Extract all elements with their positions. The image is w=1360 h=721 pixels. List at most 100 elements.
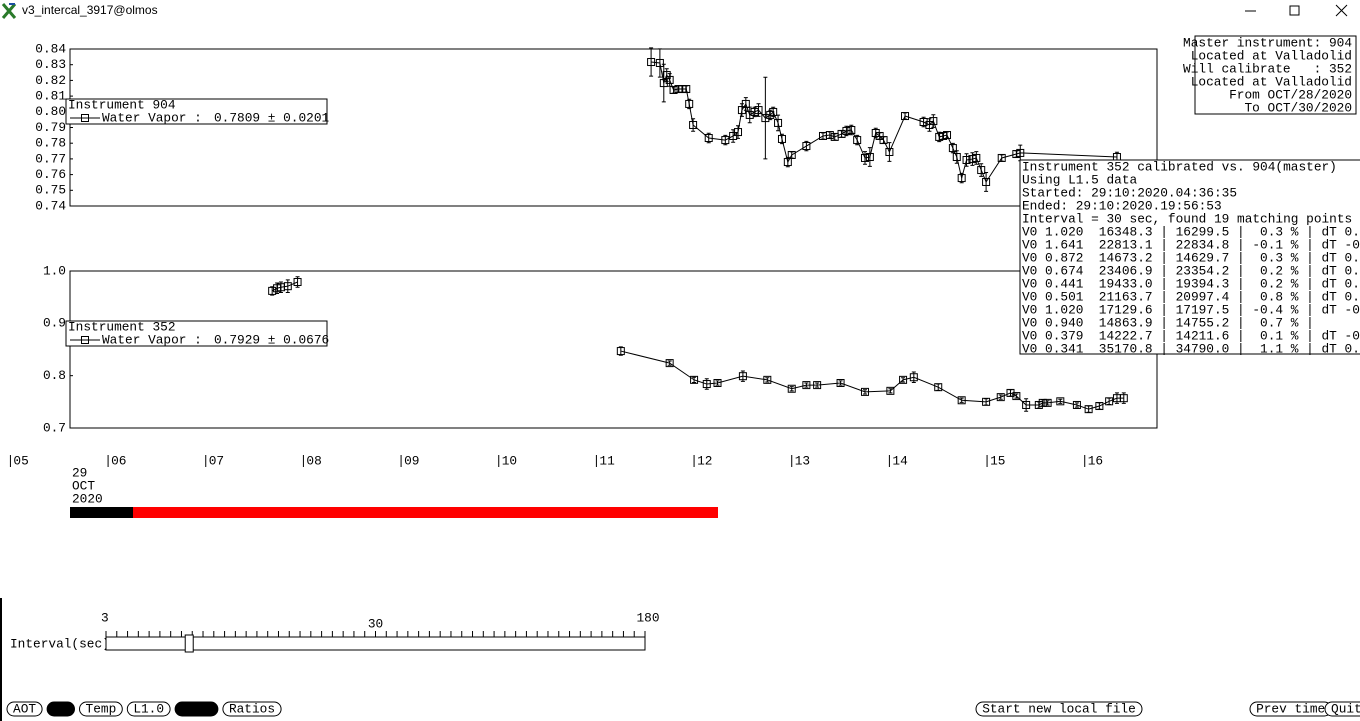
calibration-line: V0 0.940 14863.9 | 14755.2 | 0.7 % |	[1022, 315, 1314, 330]
data-point	[293, 277, 302, 286]
error-bar	[862, 151, 867, 165]
button[interactable]	[174, 701, 219, 717]
time-tick-label: 09	[404, 453, 419, 468]
data-point	[763, 375, 772, 384]
button[interactable]	[46, 701, 75, 717]
error-bar	[1058, 398, 1063, 404]
data-point	[787, 150, 796, 159]
error-bar	[1014, 393, 1019, 399]
data-point	[616, 347, 625, 356]
y-tick-label: 0.9	[43, 316, 66, 331]
y-tick-label: 0.80	[35, 104, 66, 119]
legend-marker	[81, 114, 89, 122]
y-tick-label: 1.0	[43, 263, 66, 278]
button[interactable]	[975, 701, 1143, 717]
button-label[interactable]: Temp	[86, 701, 117, 716]
app-icon	[1, 3, 17, 19]
progress-bar	[133, 507, 718, 518]
data-point	[721, 136, 730, 145]
data-point	[962, 155, 971, 164]
info-line: Will calibrate : 352	[1183, 61, 1352, 76]
calibration-line: V0 0.872 14673.2 | 14629.7 | 0.3 % | dT …	[1022, 250, 1360, 265]
time-tick-label: 05	[13, 453, 28, 468]
data-point	[745, 110, 754, 119]
error-bar	[888, 388, 893, 394]
calibration-line: Interval = 30 sec, found 19 matching poi…	[1022, 211, 1352, 226]
button-label[interactable]: AOT	[13, 701, 36, 716]
slider-min: 3	[101, 610, 109, 625]
data-point	[734, 128, 743, 137]
data-point	[662, 71, 671, 80]
data-point	[860, 153, 869, 162]
error-bar	[736, 125, 741, 139]
legend-stat: 0.7809 ± 0.0201	[214, 110, 330, 125]
legend-box	[65, 320, 328, 347]
time-tick-label: 13	[795, 453, 810, 468]
error-bar	[862, 389, 867, 395]
legend-marker	[81, 336, 89, 344]
error-bar	[1074, 402, 1079, 408]
y-tick-label: 0.84	[35, 41, 66, 56]
error-bar	[765, 377, 770, 383]
data-point	[865, 153, 874, 162]
error-bar	[667, 360, 672, 366]
error-bar	[998, 394, 1003, 400]
button-label[interactable]: L1.5	[181, 701, 212, 716]
data-point	[738, 372, 747, 381]
data-point	[802, 142, 811, 151]
date-label: 2020	[72, 491, 103, 506]
info-line: Located at Valladolid	[1191, 48, 1352, 63]
button-label[interactable]: L1.0	[133, 701, 164, 716]
time-tick-label: 11	[599, 453, 615, 468]
error-bar	[715, 380, 720, 386]
data-point	[886, 386, 895, 395]
button-label[interactable]: Prev time	[1256, 701, 1325, 716]
button[interactable]	[1324, 701, 1360, 717]
button-label[interactable]: WV	[53, 701, 69, 716]
button[interactable]	[222, 701, 282, 717]
calibration-line: V0 1.020 17129.6 | 17197.5 | -0.4 % | dT…	[1022, 302, 1360, 317]
error-bar	[974, 151, 979, 165]
data-point	[713, 378, 722, 387]
data-point	[1095, 402, 1104, 411]
button-label[interactable]: Start new local file	[982, 701, 1136, 716]
maximize-button[interactable]	[1289, 5, 1300, 16]
data-point	[943, 131, 952, 140]
data-point	[655, 58, 664, 67]
y-tick-label: 0.7	[43, 420, 66, 435]
error-bar	[959, 397, 964, 403]
error-bar	[664, 68, 669, 82]
data-point	[1016, 148, 1025, 157]
data-point	[957, 396, 966, 405]
time-tick-label: 07	[209, 453, 224, 468]
button-label[interactable]: Ratios	[229, 701, 275, 716]
time-tick-label: 08	[306, 453, 321, 468]
error-bar	[743, 97, 748, 111]
data-point	[741, 99, 750, 108]
data-point	[769, 107, 778, 116]
calibration-line: V0 1.641 22813.1 | 22834.8 | -0.1 % | dT…	[1022, 237, 1360, 252]
error-bar	[804, 382, 809, 388]
data-point	[777, 134, 786, 143]
close-button[interactable]	[1335, 4, 1348, 17]
button[interactable]	[6, 701, 43, 717]
data-point	[934, 383, 943, 392]
button[interactable]	[79, 701, 123, 717]
error-bar	[789, 386, 794, 392]
button-label[interactable]: Quit	[1331, 701, 1360, 716]
calibration-box	[1019, 159, 1360, 355]
slider-thumb[interactable]	[184, 634, 194, 653]
legend-label: Water Vapor :	[102, 332, 202, 347]
error-bar	[763, 76, 768, 160]
error-bar	[756, 103, 761, 117]
data-point	[1012, 392, 1021, 401]
button[interactable]	[126, 701, 171, 717]
data-point	[982, 177, 991, 186]
y-tick-label: 0.8	[43, 368, 66, 383]
slider-label: Interval(sec)	[10, 636, 110, 651]
error-bar	[979, 163, 984, 177]
date-label: OCT	[72, 478, 95, 493]
y-tick-label: 0.76	[35, 167, 66, 182]
